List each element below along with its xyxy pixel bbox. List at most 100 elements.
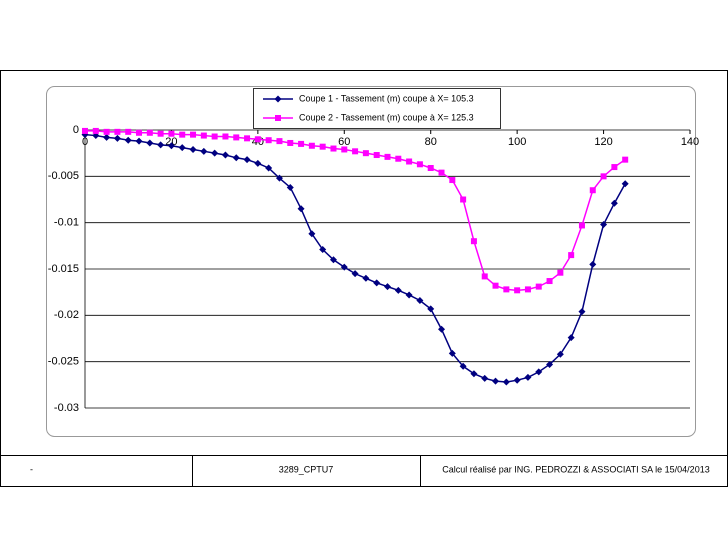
point <box>200 132 207 139</box>
point <box>546 360 554 368</box>
point <box>125 128 132 135</box>
point <box>352 148 359 155</box>
legend-label: Coupe 1 - Tassement (m) coupe à X= 105.3 <box>299 93 474 103</box>
point <box>622 156 629 163</box>
point <box>178 144 186 152</box>
point <box>82 127 88 134</box>
point <box>146 139 154 147</box>
point <box>514 287 521 294</box>
x-tick-label: 100 <box>508 136 526 148</box>
point <box>394 286 402 294</box>
point <box>135 137 143 145</box>
point <box>600 173 607 180</box>
point <box>168 130 175 137</box>
point <box>211 133 218 140</box>
y-tick-label: -0.03 <box>54 402 79 414</box>
y-tick-label: -0.005 <box>48 170 79 182</box>
point <box>600 221 608 229</box>
point <box>308 230 316 238</box>
point <box>286 183 294 191</box>
point <box>92 127 99 134</box>
point <box>265 164 273 172</box>
point <box>395 155 402 162</box>
point <box>362 150 369 157</box>
point <box>319 143 326 150</box>
point <box>384 153 391 160</box>
point <box>416 297 424 305</box>
point <box>243 156 251 164</box>
point <box>470 370 478 378</box>
footer-cell: - <box>30 464 33 474</box>
point <box>406 158 413 165</box>
point <box>459 362 467 370</box>
point <box>297 205 305 213</box>
point <box>416 161 423 168</box>
y-tick-label: 0 <box>73 124 79 136</box>
legend-marker <box>275 115 281 121</box>
point <box>157 141 165 149</box>
point <box>136 129 143 136</box>
point <box>524 373 532 381</box>
point <box>481 374 489 382</box>
point <box>113 134 121 142</box>
point <box>502 378 510 386</box>
point <box>103 133 111 141</box>
point <box>427 164 434 171</box>
point <box>438 325 446 333</box>
point <box>492 282 499 289</box>
point <box>535 283 542 290</box>
point <box>340 263 348 271</box>
point <box>503 286 510 293</box>
point <box>373 152 380 159</box>
point <box>287 139 294 146</box>
point <box>265 137 272 144</box>
point <box>179 131 186 138</box>
y-tick-label: -0.025 <box>48 356 79 368</box>
point <box>470 238 477 245</box>
point <box>427 305 435 313</box>
x-tick-label: 140 <box>681 136 699 148</box>
point <box>460 196 467 203</box>
footer-cell: 3289_CPTU7 <box>279 464 334 474</box>
legend: Coupe 1 - Tassement (m) coupe à X= 105.3… <box>253 88 501 129</box>
point <box>298 140 305 147</box>
point <box>611 164 618 171</box>
point <box>492 377 500 385</box>
point <box>167 142 175 150</box>
point <box>232 154 240 162</box>
y-tick-label: -0.01 <box>54 217 79 229</box>
legend-marker <box>274 95 282 103</box>
point <box>222 133 229 140</box>
point <box>233 134 240 141</box>
point <box>449 177 456 184</box>
point <box>610 199 618 207</box>
x-tick-label: 0 <box>82 136 88 148</box>
point <box>254 136 261 143</box>
point <box>200 147 208 155</box>
legend-box <box>253 88 501 129</box>
point <box>384 283 391 291</box>
point <box>373 279 381 287</box>
point <box>438 169 445 176</box>
footer-cell: Calcul réalisé par ING. PEDROZZI & ASSOC… <box>442 464 709 474</box>
point <box>557 269 564 276</box>
point <box>513 376 521 384</box>
point <box>405 291 413 299</box>
point <box>341 146 348 153</box>
point <box>308 142 315 149</box>
point <box>578 222 585 229</box>
legend-label: Coupe 2 - Tassement (m) coupe à X= 125.3 <box>299 112 474 122</box>
point <box>330 145 337 152</box>
point <box>329 256 337 264</box>
point <box>568 252 575 259</box>
x-tick-label: 80 <box>425 136 437 148</box>
y-tick-label: -0.02 <box>54 309 79 321</box>
point <box>114 128 121 135</box>
point <box>448 349 456 357</box>
point <box>124 136 132 144</box>
point <box>535 368 543 376</box>
point <box>319 246 327 254</box>
point <box>189 145 197 153</box>
